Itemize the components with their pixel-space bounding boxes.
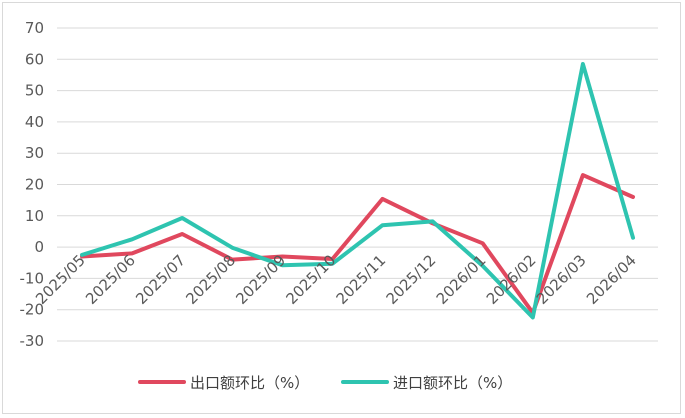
y-tick-label: 50 — [25, 82, 44, 100]
legend-label-2: 进口额环比（%） — [393, 374, 512, 392]
series-line-2 — [80, 62, 635, 320]
chart-frame — [2, 2, 681, 414]
y-tick-label: 70 — [25, 19, 44, 37]
y-tick-label: 20 — [25, 176, 44, 194]
y-tick-label: -10 — [20, 269, 45, 287]
y-tick-label: -20 — [20, 301, 45, 319]
y-tick-label: -30 — [20, 332, 45, 350]
x-tick-label: 2025/07 — [132, 251, 189, 308]
y-axis-tick-labels: -30 -20 -10 0 10 20 30 40 50 60 70 — [20, 19, 45, 350]
legend-label-1: 出口额环比（%） — [190, 374, 309, 392]
y-tick-label: 40 — [25, 113, 44, 131]
x-tick-label: 2025/06 — [82, 251, 139, 308]
x-tick-label: 2025/08 — [182, 251, 239, 308]
series-lines — [80, 62, 635, 320]
y-tick-label: 60 — [25, 50, 44, 68]
x-tick-label: 2025/12 — [383, 251, 440, 308]
legend: 出口额环比（%） 进口额环比（%） — [138, 374, 512, 392]
y-tick-label: 30 — [25, 144, 44, 162]
x-tick-label: 2026/04 — [583, 251, 640, 308]
x-tick-label: 2026/02 — [483, 251, 540, 308]
series-line-1 — [80, 173, 635, 315]
x-tick-label: 2026/01 — [433, 251, 490, 308]
x-tick-label: 2025/11 — [333, 251, 390, 308]
y-tick-label: 0 — [34, 238, 44, 256]
y-tick-label: 10 — [25, 207, 44, 225]
